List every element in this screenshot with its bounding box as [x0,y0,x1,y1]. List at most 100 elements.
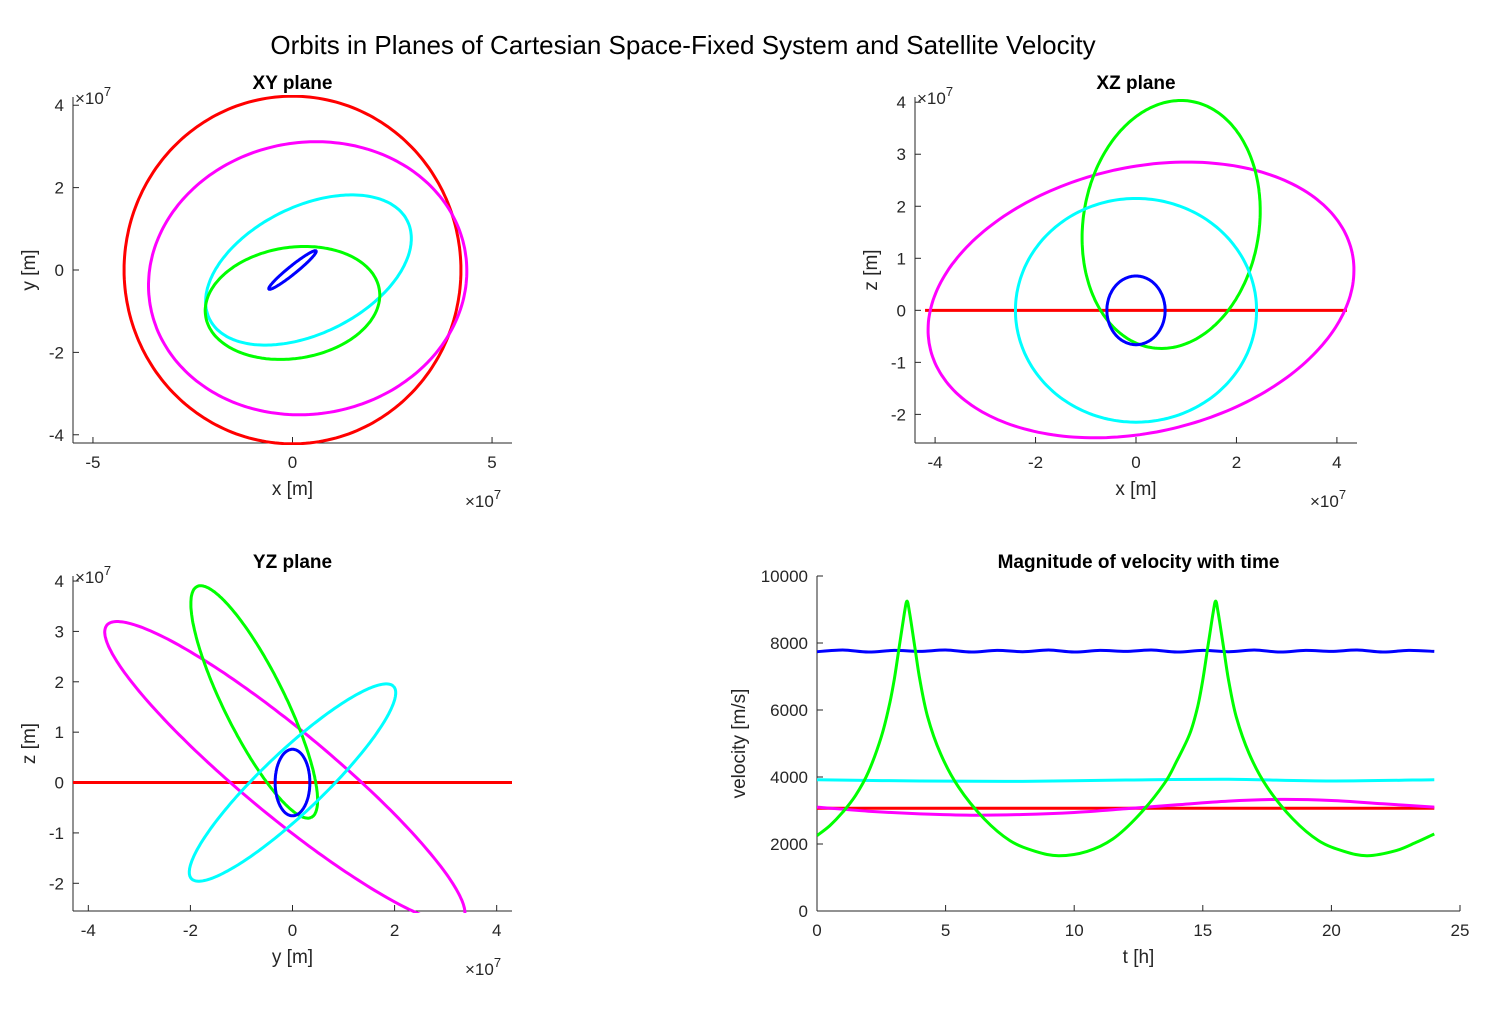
orbit-blue [273,747,312,818]
plot-area [817,599,1435,858]
y-tick-label: -1 [891,353,906,372]
x-tick-label: 20 [1322,921,1341,940]
panel-title: XZ plane [1096,73,1175,94]
y-axis-label: z [m] [19,723,40,764]
y-tick-label: 10000 [761,567,808,586]
exponent-power: 7 [104,563,111,578]
orbit-cyan [1014,197,1258,424]
y-tick-label: 3 [55,622,64,641]
exponent-base: ×10 [75,89,104,108]
y-tick-label: 2 [897,197,906,216]
exponent-base: ×10 [465,960,494,979]
exponent-power: 7 [1339,487,1346,502]
x-tick-label: 5 [941,921,950,940]
panel-title: XY plane [253,73,333,94]
x-tick-label: 4 [492,921,501,940]
y-tick-label: 3 [897,145,906,164]
y-tick-label: 1 [897,249,906,268]
x-tick-label: 5 [487,453,496,472]
series-cyan [817,777,1435,783]
series-green [817,599,1435,858]
x-exponent-label: ×107 [465,487,501,511]
exponent-base: ×10 [1310,492,1339,511]
x-tick-label: 2 [1232,453,1241,472]
x-tick-label: 0 [288,921,297,940]
orbit-cyan [204,193,413,347]
y-tick-label: -1 [49,824,64,843]
y-axis-label: velocity [m/s] [729,689,750,799]
y-tick-label: 0 [55,774,64,793]
orbit-magenta [147,140,469,417]
orbit-red [122,95,463,445]
x-axis-label: x [m] [272,479,313,500]
y-tick-label: 2 [55,179,64,198]
y-axis-label: y [m] [19,249,40,290]
y-exponent-label: ×107 [75,563,111,587]
figure-title: Orbits in Planes of Cartesian Space-Fixe… [270,30,1096,60]
y-tick-label: 4 [55,572,64,591]
plot-area [925,99,1356,440]
exponent-power: 7 [104,84,111,99]
x-tick-label: -2 [1028,453,1043,472]
orbit-magenta [926,160,1356,440]
x-exponent-label: ×107 [1310,487,1346,511]
orbit-magenta [103,620,467,913]
exponent-base: ×10 [75,568,104,587]
y-tick-label: 2 [55,673,64,692]
orbit-blue [1105,274,1167,347]
y-exponent-label: ×107 [917,84,953,108]
x-tick-label: 4 [1332,453,1341,472]
x-tick-label: -4 [928,453,943,472]
y-exponent-label: ×107 [75,84,111,108]
x-tick-label: 0 [812,921,821,940]
y-tick-label: 4 [897,93,906,112]
x-tick-label: -2 [183,921,198,940]
x-tick-label: 2 [390,921,399,940]
y-tick-label: 4 [55,96,64,115]
orbit-green [203,245,382,361]
plot-area [122,95,469,445]
x-tick-label: 10 [1065,921,1084,940]
y-tick-label: 0 [799,902,808,921]
y-tick-label: -2 [49,343,64,362]
y-axis-label: z [m] [861,249,882,290]
orbit-blue [267,249,318,291]
x-axis-label: x [m] [1115,479,1156,500]
x-tick-label: -4 [81,921,96,940]
exponent-power: 7 [494,955,501,970]
series-blue [817,648,1435,654]
chart-vel: 0 5 10 15 20 25 0 2000 4000 6000 8000 10000 t [h] vel… [729,552,1469,968]
exponent-power: 7 [946,84,953,99]
y-tick-label: 8000 [770,634,808,653]
x-tick-label: 25 [1451,921,1470,940]
series-magenta [817,797,1435,817]
y-tick-label: -4 [49,426,64,445]
x-axis-label: t [h] [1123,947,1155,968]
orbit-green [1080,99,1262,351]
y-tick-label: 0 [897,301,906,320]
panel-title: YZ plane [253,552,332,573]
y-tick-label: -2 [49,874,64,893]
exponent-power: 7 [494,487,501,502]
panel-title: Magnitude of velocity with time [998,552,1280,573]
exponent-base: ×10 [465,492,494,511]
x-tick-label: 0 [1131,453,1140,472]
exponent-base: ×10 [917,89,946,108]
x-exponent-label: ×107 [465,955,501,979]
x-tick-label: 15 [1193,921,1212,940]
y-tick-label: 1 [55,723,64,742]
x-tick-label: -5 [85,453,100,472]
x-tick-label: 0 [288,453,297,472]
y-tick-label: -2 [891,405,906,424]
orbit-cyan [187,682,398,883]
x-axis-label: y [m] [272,947,313,968]
y-tick-label: 6000 [770,701,808,720]
y-tick-label: 0 [55,261,64,280]
y-tick-label: 4000 [770,768,808,787]
y-tick-label: 2000 [770,835,808,854]
plot-area [73,584,512,913]
